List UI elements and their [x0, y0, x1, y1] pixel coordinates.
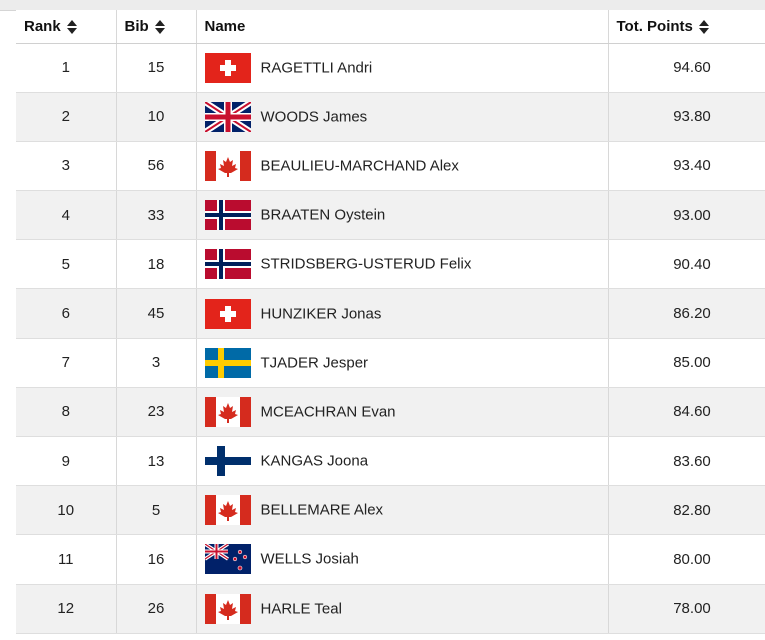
- rank-cell: 7: [16, 338, 117, 388]
- athlete-name-link[interactable]: STRIDSBERG-USTERUD Felix: [260, 255, 472, 273]
- table-row[interactable]: 5 18 STRIDSBERG-USTERUD Felix 90.40: [16, 239, 765, 290]
- table-row[interactable]: 8 23 MCEACHRAN Evan 84.60: [16, 387, 765, 438]
- country-flag-icon: [204, 101, 251, 132]
- rank-cell: 10: [16, 485, 117, 536]
- athlete-name-cell: HUNZIKER Jonas: [196, 288, 609, 339]
- bib-cell: 10: [116, 92, 197, 142]
- country-flag-icon: [204, 249, 251, 280]
- athlete-name-link[interactable]: KANGAS Joona: [260, 452, 369, 470]
- total-points-cell: 94.60: [608, 43, 765, 93]
- table-row[interactable]: 6 45 HUNZIKER Jonas 86.20: [16, 288, 765, 339]
- table-row[interactable]: 3 56 BEAULIEU-MARCHAND Alex 93.40: [16, 141, 765, 192]
- sort-arrows-icon[interactable]: [698, 19, 709, 35]
- table-header-row: Rank Bib Name Tot. Points: [16, 10, 765, 44]
- country-flag-icon: [204, 200, 251, 231]
- name-column-header: Name: [196, 10, 609, 44]
- athlete-name-cell: RAGETTLI Andri: [196, 43, 609, 93]
- country-flag-icon: [204, 298, 251, 329]
- table-row[interactable]: 2 10 WOODS James 93.80: [16, 92, 765, 142]
- points-header-label: Tot. Points: [616, 17, 693, 35]
- rank-header-label: Rank: [24, 17, 61, 35]
- athlete-name-link[interactable]: BRAATEN Oystein: [260, 206, 386, 224]
- athlete-name-link[interactable]: BEAULIEU-MARCHAND Alex: [260, 157, 459, 175]
- bib-header-label: Bib: [124, 17, 149, 35]
- bib-cell: 18: [116, 239, 197, 290]
- table-row[interactable]: 1 15 RAGETTLI Andri 94.60: [16, 43, 765, 93]
- athlete-name-cell: WOODS James: [196, 92, 609, 142]
- rank-cell: 2: [16, 92, 117, 142]
- athlete-name-link[interactable]: MCEACHRAN Evan: [260, 403, 396, 421]
- points-column-header[interactable]: Tot. Points: [608, 10, 765, 44]
- total-points-cell: 93.00: [608, 190, 765, 241]
- total-points-cell: 85.00: [608, 338, 765, 388]
- country-flag-icon: [204, 150, 251, 181]
- bib-cell: 33: [116, 190, 197, 241]
- country-flag-icon: [204, 347, 251, 378]
- total-points-cell: 83.60: [608, 436, 765, 487]
- bib-cell: 15: [116, 43, 197, 93]
- rank-cell: 3: [16, 141, 117, 192]
- athlete-name-link[interactable]: HUNZIKER Jonas: [260, 305, 382, 323]
- bib-cell: 56: [116, 141, 197, 192]
- total-points-cell: 93.40: [608, 141, 765, 192]
- table-row[interactable]: 7 3 TJADER Jesper 85.00: [16, 338, 765, 388]
- total-points-cell: 80.00: [608, 534, 765, 585]
- table-row[interactable]: 11 16 WELLS Josiah 80.00: [16, 534, 765, 585]
- total-points-cell: 90.40: [608, 239, 765, 290]
- athlete-name-cell: BRAATEN Oystein: [196, 190, 609, 241]
- sort-arrows-icon[interactable]: [66, 19, 77, 35]
- rank-cell: 8: [16, 387, 117, 438]
- total-points-cell: 78.00: [608, 584, 765, 634]
- rank-cell: 6: [16, 288, 117, 339]
- athlete-name-link[interactable]: TJADER Jesper: [260, 354, 369, 372]
- bib-cell: 5: [116, 485, 197, 536]
- bib-cell: 26: [116, 584, 197, 634]
- results-table: Rank Bib Name Tot. Points 1 15 RAGETTLI An…: [16, 10, 765, 634]
- athlete-name-cell: BELLEMARE Alex: [196, 485, 609, 536]
- total-points-cell: 84.60: [608, 387, 765, 438]
- rank-cell: 1: [16, 43, 117, 93]
- rank-cell: 11: [16, 534, 117, 585]
- table-row[interactable]: 10 5 BELLEMARE Alex 82.80: [16, 485, 765, 536]
- rank-cell: 12: [16, 584, 117, 634]
- country-flag-icon: [204, 52, 251, 83]
- rank-cell: 4: [16, 190, 117, 241]
- table-row[interactable]: 4 33 BRAATEN Oystein 93.00: [16, 190, 765, 241]
- country-flag-icon: [204, 446, 251, 477]
- athlete-name-cell: WELLS Josiah: [196, 534, 609, 585]
- athlete-name-cell: BEAULIEU-MARCHAND Alex: [196, 141, 609, 192]
- athlete-name-cell: TJADER Jesper: [196, 338, 609, 388]
- athlete-name-link[interactable]: WELLS Josiah: [260, 550, 359, 568]
- bib-cell: 16: [116, 534, 197, 585]
- athlete-name-link[interactable]: BELLEMARE Alex: [260, 501, 384, 519]
- name-header-label: Name: [204, 17, 246, 35]
- bib-cell: 13: [116, 436, 197, 487]
- bib-cell: 45: [116, 288, 197, 339]
- country-flag-icon: [204, 593, 251, 624]
- rank-cell: 9: [16, 436, 117, 487]
- athlete-name-link[interactable]: HARLE Teal: [260, 600, 342, 618]
- athlete-name-link[interactable]: WOODS James: [260, 108, 368, 126]
- athlete-name-cell: KANGAS Joona: [196, 436, 609, 487]
- athlete-name-link[interactable]: RAGETTLI Andri: [260, 59, 373, 77]
- bib-column-header[interactable]: Bib: [116, 10, 197, 44]
- athlete-name-cell: MCEACHRAN Evan: [196, 387, 609, 438]
- athlete-name-cell: HARLE Teal: [196, 584, 609, 634]
- sort-arrows-icon[interactable]: [154, 19, 165, 35]
- country-flag-icon: [204, 396, 251, 427]
- bib-cell: 23: [116, 387, 197, 438]
- total-points-cell: 82.80: [608, 485, 765, 536]
- rank-cell: 5: [16, 239, 117, 290]
- bib-cell: 3: [116, 338, 197, 388]
- rank-column-header[interactable]: Rank: [16, 10, 117, 44]
- athlete-name-cell: STRIDSBERG-USTERUD Felix: [196, 239, 609, 290]
- table-row[interactable]: 12 26 HARLE Teal 78.00: [16, 584, 765, 634]
- table-row[interactable]: 9 13 KANGAS Joona 83.60: [16, 436, 765, 487]
- country-flag-icon: [204, 495, 251, 526]
- total-points-cell: 86.20: [608, 288, 765, 339]
- total-points-cell: 93.80: [608, 92, 765, 142]
- country-flag-icon: [204, 544, 251, 575]
